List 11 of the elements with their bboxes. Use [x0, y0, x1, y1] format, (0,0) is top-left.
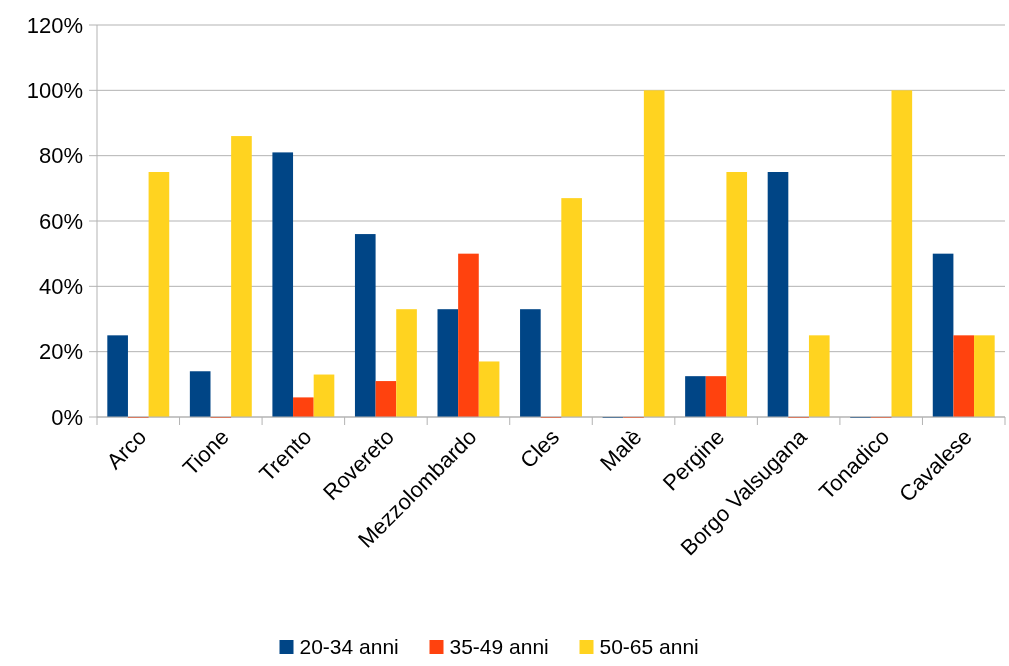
legend-label: 20-34 anni — [299, 635, 399, 658]
y-tick-label: 40% — [38, 274, 83, 300]
y-tick-label: 20% — [38, 339, 83, 365]
legend-label: 50-65 anni — [599, 635, 699, 658]
legend-label: 35-49 anni — [449, 635, 549, 658]
y-tick-label: 120% — [26, 12, 83, 38]
y-tick-label: 100% — [26, 78, 83, 104]
y-tick-label: 60% — [38, 208, 83, 234]
x-tick-label: Cles — [515, 424, 564, 474]
y-tick-label: 80% — [38, 143, 83, 169]
y-tick-label: 0% — [51, 404, 83, 430]
